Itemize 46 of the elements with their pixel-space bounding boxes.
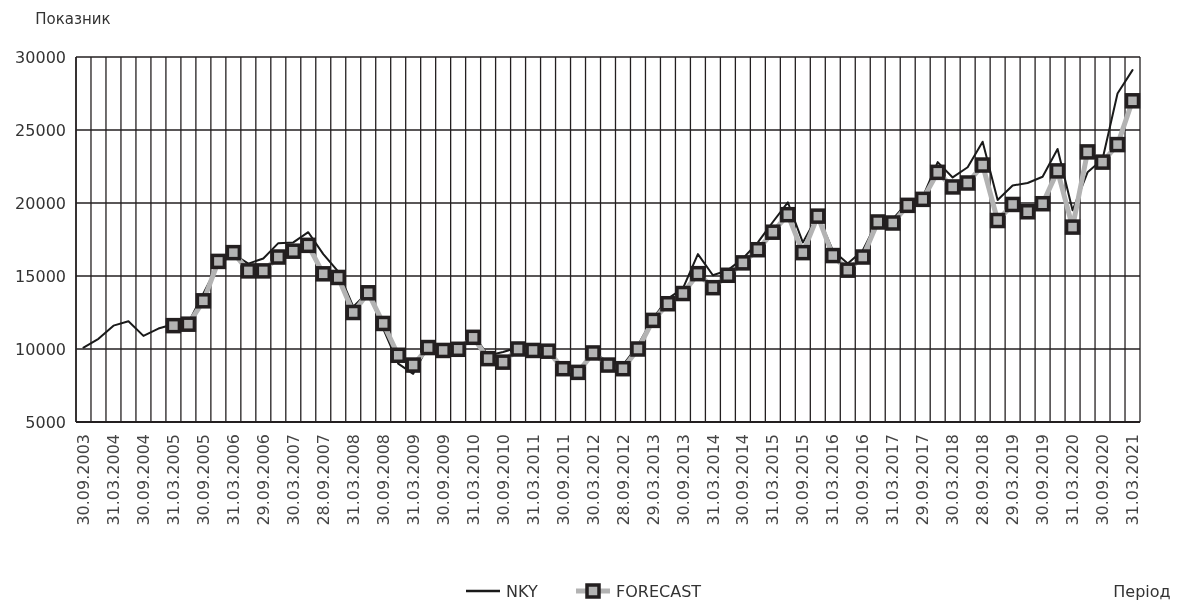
- x-tick-label: 28.09.2012: [613, 434, 633, 526]
- x-tick-label: 31.03.2008: [343, 434, 363, 526]
- x-tick-label: 30.09.2020: [1093, 434, 1113, 526]
- x-tick-label: 30.09.2003: [74, 434, 94, 526]
- x-tick-label: 31.03.2009: [403, 434, 423, 526]
- x-tick-label: 30.09.2010: [493, 434, 513, 526]
- x-tick-label: 30.09.2016: [853, 434, 873, 526]
- x-tick-label: 30.03.2007: [283, 434, 303, 526]
- x-tick-label: 31.03.2014: [703, 434, 723, 526]
- x-tick-label: 30.03.2018: [943, 434, 963, 526]
- x-tick-label: 31.03.2021: [1123, 434, 1143, 526]
- x-tick-label: 30.09.2014: [733, 434, 753, 526]
- y-tick-label: 5000: [25, 412, 66, 432]
- x-tick-label: 30.09.2009: [433, 434, 453, 526]
- x-tick-label: 30.09.2015: [793, 434, 813, 526]
- y-tick-label: 15000: [15, 266, 66, 286]
- x-tick-label: 29.03.2013: [643, 434, 663, 526]
- x-tick-label: 28.09.2018: [973, 434, 993, 526]
- x-tick-label: 30.09.2011: [553, 434, 573, 526]
- y-tick-label: 10000: [15, 339, 66, 359]
- x-tick-label: 29.03.2019: [1003, 434, 1023, 526]
- x-axis-title: Період: [1113, 582, 1171, 601]
- x-tick-label: 31.03.2015: [763, 434, 783, 526]
- x-tick-label: 31.03.2004: [104, 434, 124, 526]
- x-tick-label: 31.03.2011: [523, 434, 543, 526]
- x-tick-label: 29.09.2017: [913, 434, 933, 526]
- x-tick-label: 30.09.2008: [373, 434, 393, 526]
- x-tick-label: 31.03.2006: [223, 434, 243, 526]
- x-tick-label: 29.09.2006: [253, 434, 273, 526]
- legend-label: FORECAST: [616, 582, 702, 601]
- y-tick-label: 20000: [15, 193, 66, 213]
- x-tick-label: 31.03.2010: [463, 434, 483, 526]
- x-tick-label: 30.09.2005: [193, 434, 213, 526]
- legend-label: NKY: [506, 582, 538, 601]
- x-tick-label: 30.09.2019: [1033, 434, 1053, 526]
- y-axis-title: Показник: [35, 10, 111, 28]
- x-tick-label: 28.09.2007: [313, 434, 333, 526]
- x-tick-label: 31.03.2005: [164, 434, 184, 526]
- x-tick-label: 30.09.2013: [673, 434, 693, 526]
- y-tick-label: 30000: [15, 47, 66, 67]
- x-tick-label: 30.09.2004: [134, 434, 154, 526]
- y-tick-label: 25000: [15, 120, 66, 140]
- x-tick-label: 31.03.2017: [883, 434, 903, 526]
- x-tick-label: 31.03.2020: [1063, 434, 1083, 526]
- x-tick-label: 31.03.2016: [823, 434, 843, 526]
- x-tick-label: 30.03.2012: [583, 434, 603, 526]
